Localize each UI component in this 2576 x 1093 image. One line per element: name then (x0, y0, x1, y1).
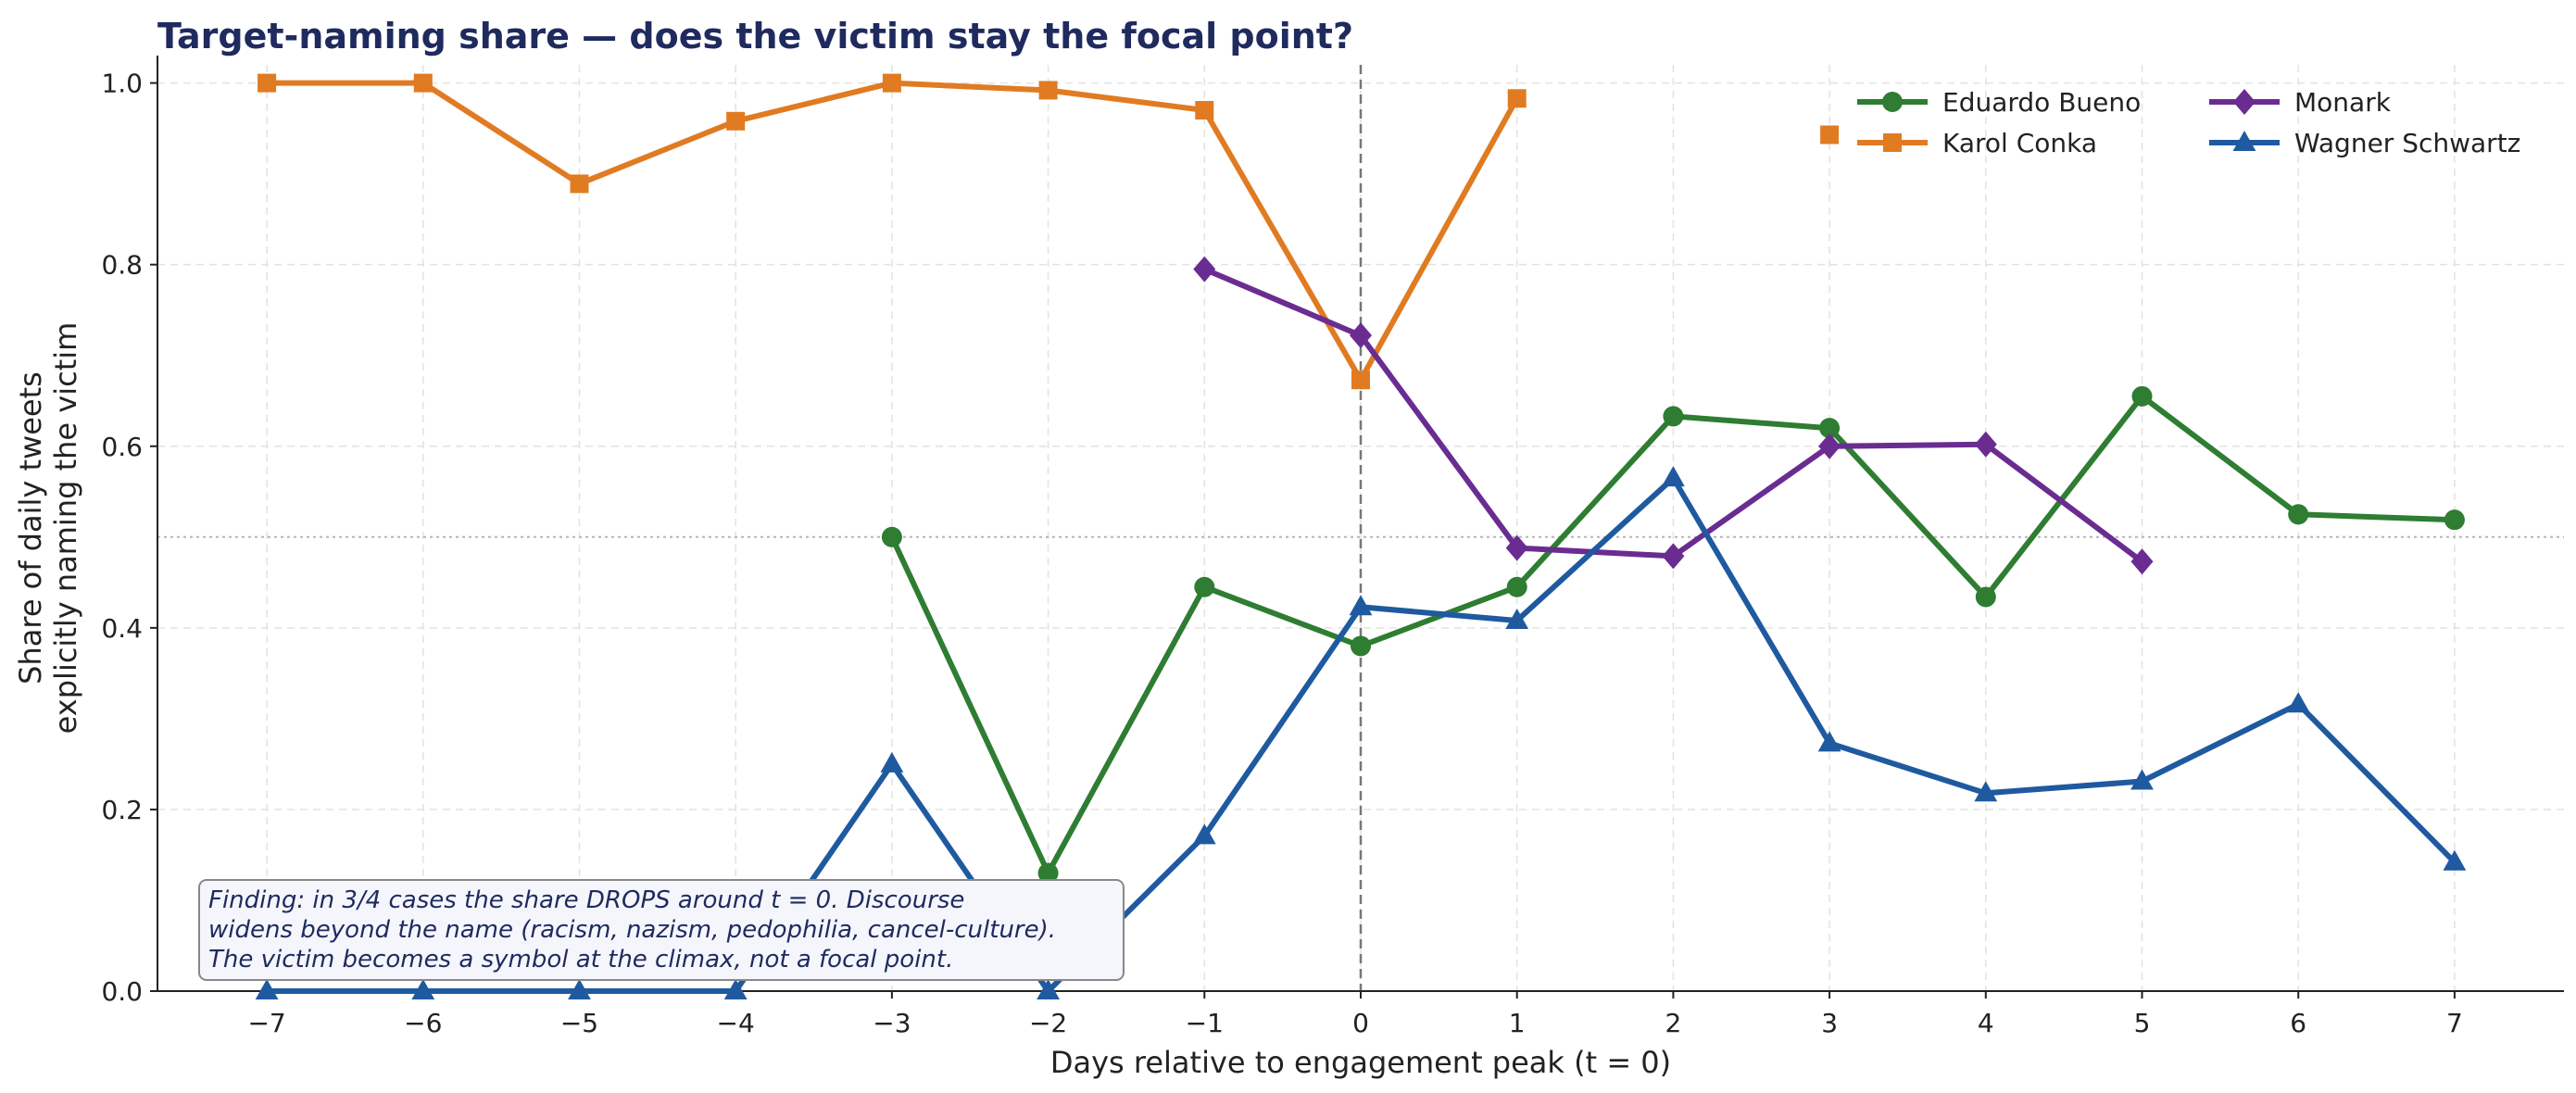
data-point (1817, 731, 1841, 752)
x-tick-label: 2 (1665, 1008, 1681, 1038)
data-point (1662, 543, 1685, 570)
data-point (1351, 635, 1371, 657)
series-eduardo-bueno (881, 385, 2465, 884)
y-tick-label: 0.2 (101, 795, 143, 825)
chart-title: Target-naming share — does the victim st… (157, 16, 1353, 57)
x-tick-label: −6 (404, 1008, 442, 1038)
data-point (1663, 406, 1684, 427)
data-point (1037, 862, 1059, 884)
data-point (2443, 849, 2467, 871)
data-point (2130, 769, 2154, 790)
series-layer (255, 73, 2467, 999)
x-tick-label: 4 (1978, 1008, 1994, 1038)
data-point (1505, 609, 1529, 629)
reference-lines (157, 65, 2564, 991)
annotation-box (198, 879, 1125, 981)
x-tick-label: −4 (717, 1008, 755, 1038)
data-point (568, 979, 591, 999)
data-point (2131, 385, 2153, 407)
data-point (2233, 89, 2256, 115)
data-point (2288, 504, 2309, 525)
data-point (411, 979, 435, 999)
data-point (1507, 89, 1527, 108)
data-point (1818, 433, 1841, 459)
data-point (1192, 823, 1216, 845)
x-tick-label: −2 (1029, 1008, 1067, 1038)
legend-label: Eduardo Bueno (1942, 87, 2141, 118)
data-point (570, 174, 589, 194)
data-point (255, 979, 279, 999)
x-tick-label: 7 (2446, 1008, 2463, 1038)
annotation: Finding: in 3/4 cases the share DROPS ar… (198, 879, 1125, 981)
y-tick-label: 0.4 (101, 613, 143, 644)
data-point (413, 73, 433, 93)
y-tick-label: 0.0 (101, 976, 143, 1007)
data-point (1882, 92, 1903, 112)
data-point (1975, 586, 1996, 608)
data-point (880, 751, 904, 773)
data-point (2286, 692, 2310, 713)
series-monark (1193, 256, 2154, 575)
data-point (881, 526, 902, 547)
data-point (1819, 418, 1841, 439)
legend-item: Eduardo Bueno (1857, 87, 2141, 118)
series-karol-conka (258, 73, 1840, 390)
x-tick-label: 0 (1352, 1008, 1369, 1038)
axes: −7 −6 −5 −4 −3 −2 −1 0 1 2 3 4 5 6 7 0.0 0.2 0.4 0.6 0.8 1.0… (13, 56, 2564, 1080)
series-line (264, 80, 1520, 383)
legend-label: Karol Conka (1942, 128, 2097, 158)
data-point (1974, 431, 1997, 458)
series-wagner-schwartz (255, 466, 2467, 999)
legend-item: Wagner Schwartz (2209, 128, 2520, 158)
data-point (1194, 576, 1215, 597)
x-tick-label: −5 (560, 1008, 598, 1038)
data-point (1350, 322, 1372, 349)
data-point (1974, 781, 1998, 802)
data-point (1349, 595, 1373, 616)
data-point (1195, 101, 1214, 120)
legend-label: Monark (2294, 87, 2392, 118)
data-point (1505, 534, 1528, 561)
data-point (1662, 466, 1685, 487)
annotation-line: widens beyond the name (racism, nazism, … (208, 916, 1056, 944)
y-tick-label: 0.6 (101, 432, 143, 462)
data-point (1351, 371, 1370, 390)
x-tick-label: −7 (247, 1008, 285, 1038)
y-axis-label-line: Share of daily tweets (13, 371, 48, 685)
data-point (2444, 509, 2465, 531)
x-tick-label: 6 (2290, 1008, 2306, 1038)
x-axis-label: Days relative to engagement peak (t = 0) (1050, 1045, 1671, 1080)
x-tick-label: 5 (2134, 1008, 2151, 1038)
data-point (1820, 125, 1840, 144)
x-tick-label: 3 (1821, 1008, 1838, 1038)
x-tick-label: −1 (1186, 1008, 1224, 1038)
y-tick-label: 1.0 (101, 69, 143, 99)
data-point (2130, 548, 2154, 575)
legend-item: Karol Conka (1857, 128, 2097, 158)
data-point (1883, 133, 1902, 152)
x-tick-label: −3 (873, 1008, 911, 1038)
annotation-line: Finding: in 3/4 cases the share DROPS ar… (208, 886, 964, 914)
legend-item: Monark (2209, 87, 2392, 118)
data-point (1193, 256, 1216, 283)
data-point (2232, 131, 2256, 151)
data-point (726, 111, 746, 131)
y-axis-label-line: explicitly naming the victim (48, 322, 83, 735)
y-tick-label: 0.8 (101, 250, 143, 281)
x-tick-label: 1 (1509, 1008, 1526, 1038)
data-point (1506, 576, 1527, 597)
y-axis-label: Share of daily tweetsexplicitly naming t… (13, 322, 83, 735)
annotation-line: The victim becomes a symbol at the clima… (208, 946, 953, 974)
data-point (1038, 81, 1058, 100)
data-point (882, 73, 901, 93)
legend-label: Wagner Schwartz (2294, 128, 2520, 158)
data-point (723, 979, 748, 999)
data-point (258, 73, 277, 93)
legend: Eduardo Bueno Karol Conka Monark Wagner Sch… (1857, 87, 2520, 158)
data-point (1037, 979, 1060, 999)
